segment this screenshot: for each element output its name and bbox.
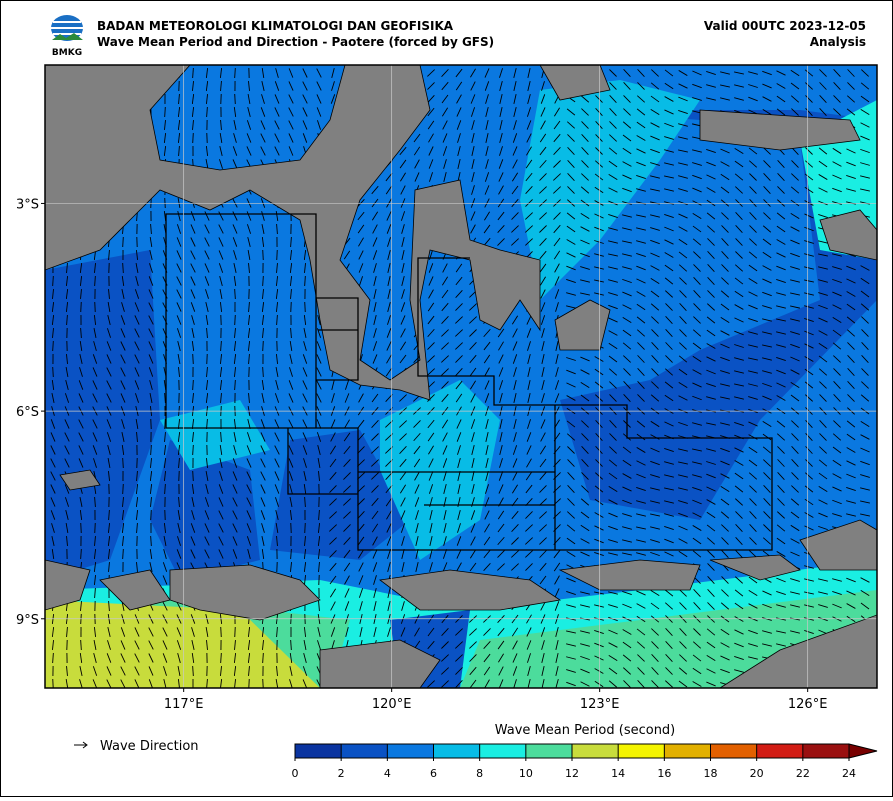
colorbar-tick-label: 16: [657, 767, 671, 780]
arrow: [53, 341, 54, 351]
arrow: [81, 302, 82, 312]
arrow: [305, 302, 306, 312]
arrow: [81, 523, 82, 533]
x-tick-label: 126°E: [788, 697, 828, 712]
colorbar-bin: [480, 744, 526, 758]
arrow: [81, 640, 82, 650]
colorbar-bin: [572, 744, 618, 758]
colorbar-tick-label: 20: [750, 767, 764, 780]
colorbar-tick-label: 8: [476, 767, 483, 780]
x-tick-label: 117°E: [164, 697, 204, 712]
colorbar-tick-label: 12: [565, 767, 579, 780]
arrow: [123, 237, 124, 247]
colorbar-bin: [803, 744, 849, 758]
arrow: [123, 458, 124, 468]
y-tick-label: 3°S: [16, 197, 39, 212]
colorbar-bin: [757, 744, 803, 758]
arrow: [263, 250, 264, 260]
colorbar-bin: [618, 744, 664, 758]
arrow: [305, 523, 306, 533]
logo-text: BMKG: [52, 48, 82, 58]
legend-label: Wave Direction: [100, 739, 199, 754]
colorbar-bin: [711, 744, 757, 758]
agency: BADAN METEOROLOGI KLIMATOLOGI DAN GEOFIS…: [97, 19, 454, 33]
arrow: [193, 471, 194, 481]
map-title: Wave Mean Period and Direction - Paotere…: [97, 35, 494, 49]
colorbar-tick-label: 0: [292, 767, 299, 780]
arrow: [263, 367, 264, 377]
arrow: [235, 94, 236, 104]
colorbar-tick-label: 4: [384, 767, 391, 780]
arrow: [53, 367, 54, 377]
arrow: [151, 510, 152, 520]
valid-time: Valid 00UTC 2023-12-05: [704, 19, 866, 33]
arrow: [165, 198, 166, 208]
y-tick-label: 6°S: [16, 405, 39, 420]
colorbar-bin: [341, 744, 387, 758]
colorbar-tick-label: 2: [338, 767, 345, 780]
arrow: [123, 484, 124, 494]
colorbar-bin: [526, 744, 572, 758]
colorbar-bin: [664, 744, 710, 758]
arrow: [193, 354, 194, 364]
colorbar-tick-label: 18: [704, 767, 718, 780]
arrow: [263, 341, 264, 351]
arrow: [165, 419, 166, 429]
colorbar-tick-label: 22: [796, 767, 810, 780]
arrow: [193, 133, 194, 143]
logo: BMKG: [51, 15, 83, 58]
colorbar-tick-label: 14: [611, 767, 625, 780]
analysis: Analysis: [810, 35, 866, 49]
colorbar-tick-label: 10: [519, 767, 533, 780]
map-area: [45, 65, 877, 689]
arrow: [193, 445, 194, 455]
colorbar-title: Wave Mean Period (second): [495, 723, 676, 738]
x-tick-label: 120°E: [372, 697, 412, 712]
colorbar-tick-label: 24: [842, 767, 856, 780]
colorbar-tick-label: 6: [430, 767, 437, 780]
colorbar-bin: [387, 744, 433, 758]
colorbar-bin: [295, 744, 341, 758]
colorbar-bin: [434, 744, 480, 758]
arrow: [221, 627, 222, 637]
arrow: [235, 315, 236, 325]
y-tick-label: 9°S: [16, 613, 39, 628]
arrow: [165, 107, 166, 117]
x-tick-label: 123°E: [580, 697, 620, 712]
arrow: [235, 68, 236, 78]
